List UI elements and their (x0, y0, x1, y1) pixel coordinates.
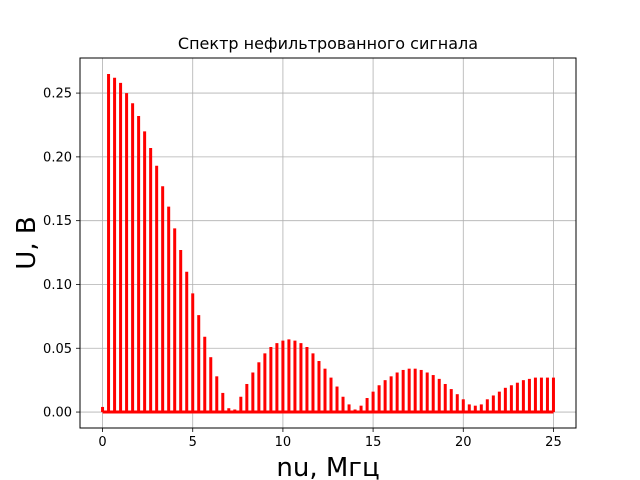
grid (80, 58, 576, 428)
ticks: 0 5 10 15 20 25 0.00 0.05 0.10 0.15 0.20 0.25 (43, 87, 562, 450)
x-tick-label: 20 (455, 435, 472, 450)
stem-series (101, 73, 555, 414)
y-tick-label: 0.10 (43, 278, 72, 293)
y-tick-label: 0.25 (43, 87, 72, 102)
chart-title: Спектр нефильтрованного сигнала (178, 34, 478, 53)
y-tick-label: 0.05 (43, 342, 72, 357)
x-axis-label: nu, Мгц (276, 453, 379, 480)
x-tick-label: 25 (545, 435, 562, 450)
y-tick-label: 0.00 (43, 406, 72, 421)
x-tick-label: 10 (275, 435, 292, 450)
y-tick-label: 0.20 (43, 150, 72, 165)
y-axis-label: U, В (12, 216, 42, 269)
x-tick-label: 15 (365, 435, 382, 450)
y-tick-label: 0.15 (43, 214, 72, 229)
x-tick-label: 0 (98, 435, 106, 450)
plot-frame (79, 57, 577, 429)
x-tick-label: 5 (189, 435, 197, 450)
